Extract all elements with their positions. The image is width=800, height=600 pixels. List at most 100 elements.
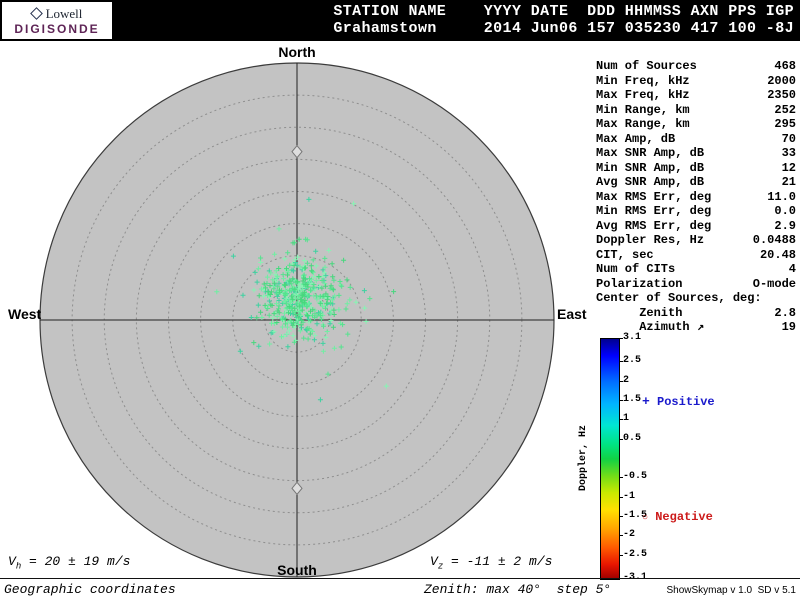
horizontal-velocity-label: Vh = 20 ± 19 m/s <box>8 554 130 572</box>
stat-row: CIT, sec 20.48 <box>596 248 796 263</box>
stat-row: Doppler Res, Hz 0.0488 <box>596 233 796 248</box>
stat-label: Avg SNR Amp, dB <box>596 175 705 189</box>
version-label: ShowSkymap v 1.0 SD v 5.1 <box>666 585 796 596</box>
vz-subscript: z <box>437 561 444 572</box>
stat-label: Min Range, km <box>596 102 690 117</box>
logo-product: DIGISONDE <box>14 21 100 36</box>
colorbar-tick-label: 1.5 <box>623 393 642 405</box>
stat-row: Max Range, km 295 <box>596 117 796 132</box>
colorbar-tick-label: -0.5 <box>623 471 648 483</box>
positive-legend: + Positive <box>642 394 715 409</box>
stat-row: Avg SNR Amp, dB 21 <box>596 175 796 190</box>
colorbar-ticks: 3.1 2.5 2 1.5 1 0.5 -0.5 -1 -1.5 -2 -2.5 -3.1 <box>623 332 663 583</box>
coordinates-mode-label: Geographic coordinates <box>4 582 176 597</box>
vh-value: = 20 ± 19 m/s <box>21 554 131 569</box>
stat-row: Avg RMS Err, deg 2.9 <box>596 219 796 234</box>
cardinal-east-label: East <box>557 306 587 322</box>
colorbar-tick-label: -2.5 <box>623 548 648 560</box>
colorbar-tickmark <box>619 361 623 363</box>
stat-label: Num of CITs <box>596 262 676 276</box>
stat-value: 4 <box>788 262 796 276</box>
stat-value: 2350 <box>767 88 796 102</box>
stat-value: 12 <box>781 160 796 175</box>
stat-label: Max Freq, kHz <box>596 88 690 102</box>
colorbar-tickmark <box>619 535 623 537</box>
stat-row: Center of Sources, deg: <box>596 291 796 306</box>
colorbar-tickmark <box>619 516 623 518</box>
stat-label: Max RMS Err, deg <box>596 189 712 204</box>
stat-row: Min SNR Amp, dB 12 <box>596 161 796 176</box>
vertical-velocity-label: Vz = -11 ± 2 m/s <box>430 554 552 572</box>
stat-row: Azimuth ↗ 19 <box>596 320 796 335</box>
stat-value: 21 <box>781 175 796 189</box>
stat-value: 468 <box>774 59 796 73</box>
colorbar-tick-label: -3.1 <box>623 572 647 583</box>
colorbar-tick-label: -1 <box>623 490 636 502</box>
stat-value: 2.9 <box>774 218 796 233</box>
positive-label: Positive <box>657 395 715 409</box>
stat-row: Min Range, km 252 <box>596 103 796 118</box>
stat-value: O-mode <box>752 276 796 291</box>
stat-label: Azimuth ↗ <box>596 320 705 334</box>
stat-value: 295 <box>774 117 796 131</box>
negative-legend: ○ Negative <box>642 510 713 524</box>
stat-value: 20.48 <box>759 247 796 262</box>
diamond-logo-icon <box>29 7 43 20</box>
stat-value: 0.0 <box>774 204 796 218</box>
zenith-range-label: Zenith: max 40° step 5° <box>424 582 612 597</box>
logo-row: Lowell <box>29 5 83 22</box>
stat-value: 70 <box>781 131 796 146</box>
colorbar-tickmark <box>619 419 623 421</box>
colorbar-tickmark <box>619 477 623 479</box>
colorbar-tick-label: 2.5 <box>623 355 642 367</box>
cardinal-west-label: West <box>8 306 42 322</box>
colorbar-tick-label: 1 <box>623 413 630 425</box>
stat-row: Num of CITs 4 <box>596 262 796 277</box>
stat-row: Num of Sources 468 <box>596 59 796 74</box>
stat-row: Zenith 2.8 <box>596 306 796 321</box>
stat-row: Min Freq, kHz 2000 <box>596 74 796 89</box>
colorbar-title: Doppler, Hz <box>578 425 589 492</box>
vz-value: = -11 ± 2 m/s <box>443 554 553 569</box>
stat-label: Doppler Res, Hz <box>596 233 705 247</box>
footer-divider <box>0 578 800 579</box>
logo-name: Lowell <box>45 5 83 21</box>
vz-symbol: V <box>430 554 438 569</box>
cardinal-north-label: North <box>278 44 316 60</box>
stat-row: Polarization O-mode <box>596 277 796 292</box>
stat-value: 252 <box>774 102 796 117</box>
stat-label: Polarization <box>596 276 683 291</box>
colorbar-tickmark <box>619 496 623 498</box>
doppler-colorbar: Doppler, Hz 3.1 2.5 2 1.5 1 0.5 -0.5 -1 -1.5 -2 -2… <box>578 332 800 590</box>
stat-label: Min RMS Err, deg <box>596 204 712 218</box>
cardinal-south-label: South <box>277 562 317 578</box>
colorbar-tick-label: -1.5 <box>623 510 648 522</box>
colorbar-tickmark <box>619 438 623 440</box>
header-column-titles: STATION NAME YYYY DATE DDD HHMMSS AXN PP… <box>333 3 794 20</box>
stat-label: Max Amp, dB <box>596 131 676 146</box>
colorbar-tick-label: 0.5 <box>623 432 642 444</box>
colorbar-tickmark <box>619 380 623 382</box>
colorbar-tick-label: -2 <box>623 529 636 541</box>
stat-label: CIT, sec <box>596 247 654 262</box>
station-header: STATION NAME YYYY DATE DDD HHMMSS AXN PP… <box>333 3 794 37</box>
stat-label: Avg RMS Err, deg <box>596 218 712 233</box>
stat-row: Max RMS Err, deg 11.0 <box>596 190 796 205</box>
stat-row: Max Amp, dB 70 <box>596 132 796 147</box>
stat-label: Center of Sources, deg: <box>596 291 762 305</box>
header-bar: Lowell DIGISONDE STATION NAME YYYY DATE … <box>0 0 800 41</box>
stat-label: Num of Sources <box>596 59 697 73</box>
stat-label: Max Range, km <box>596 117 690 131</box>
stat-label: Min SNR Amp, dB <box>596 160 705 175</box>
stat-label: Max SNR Amp, dB <box>596 146 705 160</box>
colorbar-tickmark <box>619 554 623 556</box>
plus-marker-icon: + <box>642 394 650 409</box>
stat-value: 19 <box>781 320 796 334</box>
stat-label: Zenith <box>596 305 683 320</box>
colorbar-tick-label: 3.1 <box>623 332 642 343</box>
stat-label: Min Freq, kHz <box>596 73 690 88</box>
negative-label: Negative <box>655 510 713 524</box>
stat-row: Min RMS Err, deg 0.0 <box>596 204 796 219</box>
